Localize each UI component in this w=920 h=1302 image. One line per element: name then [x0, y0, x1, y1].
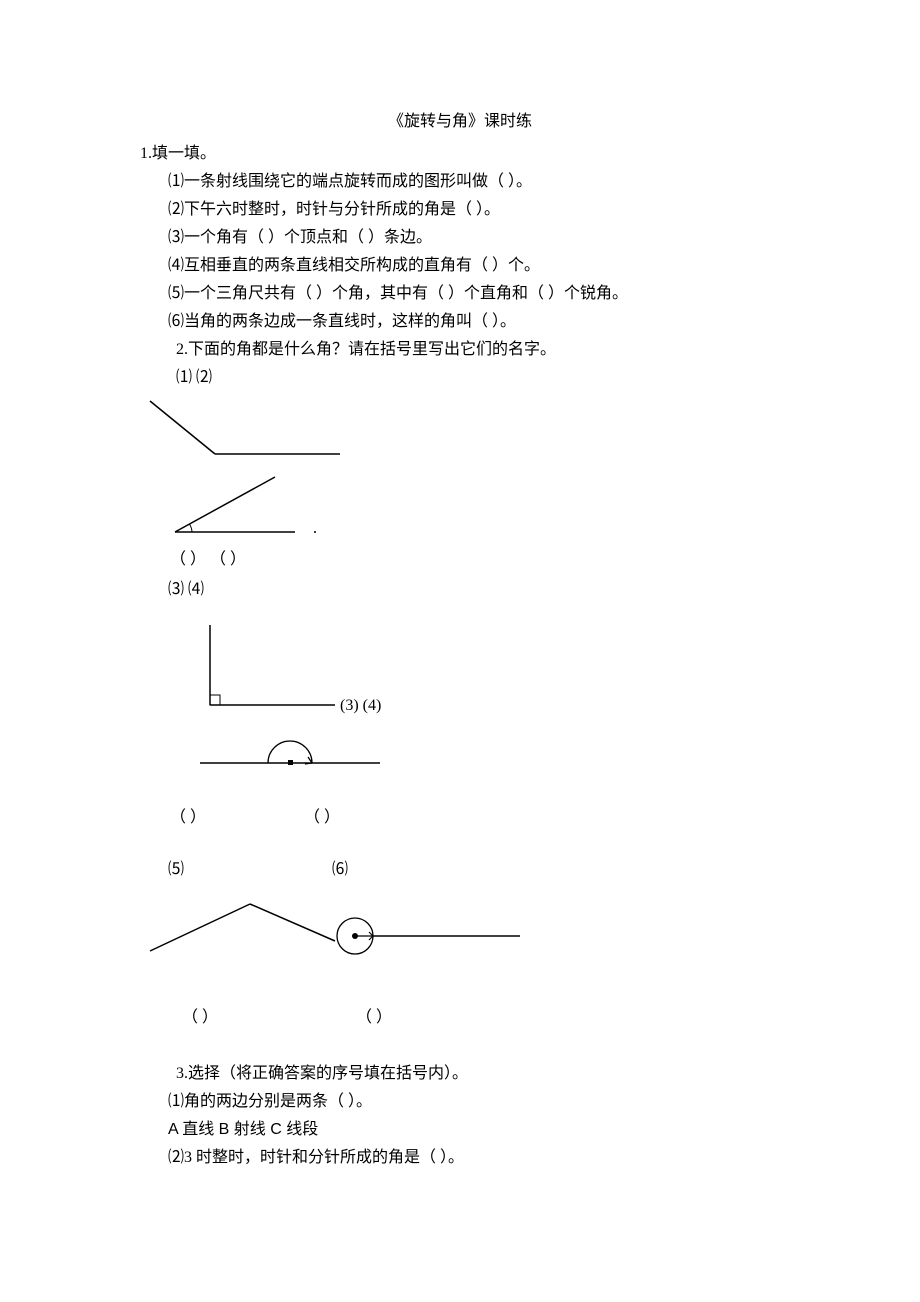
q2-label-5: ⑸	[168, 861, 184, 878]
q2-heading: 2.下面的角都是什么角？请在括号里写出它们的名字。	[140, 338, 780, 362]
q2-diagram-56	[140, 896, 780, 966]
q2-row12-blanks: （ ） （ ）	[140, 548, 780, 572]
q3-heading: 3.选择（将正确答案的序号填在括号内）。	[140, 1062, 780, 1086]
q2-blank-4: （ ）	[304, 806, 340, 830]
q1-item-5: ⑸一个三角尺共有（ ）个角，其中有（ ）个直角和（ ）个锐角。	[140, 282, 780, 306]
worksheet-title: 《旋转与角》课时练	[140, 110, 780, 134]
q2-blank-3: （ ）	[170, 806, 206, 830]
q2-diagram-1	[140, 396, 780, 466]
q1-heading: 1.填一填。	[140, 142, 780, 166]
q2-row56-label: ⑸ ⑹	[140, 858, 780, 882]
q1-item-4: ⑷互相垂直的两条直线相交所构成的直角有（ ）个。	[140, 254, 780, 278]
q2-row34-blanks: （ ） （ ）	[140, 806, 780, 830]
q2-blank-6: （ ）	[356, 1006, 392, 1030]
q2-diagram-2	[140, 472, 780, 542]
svg-text:(3) (4): (3) (4)	[340, 697, 381, 714]
q2-row34-label: ⑶ ⑷	[140, 578, 780, 602]
q2-blank-5: （ ）	[182, 1006, 218, 1030]
q1-item-3: ⑶一个角有（ ）个顶点和（ ）条边。	[140, 226, 780, 250]
q1-item-6: ⑹当角的两条边成一条直线时，这样的角叫（ ）。	[140, 310, 780, 334]
q3-item-1: ⑴角的两边分别是两条（ ）。	[140, 1090, 780, 1114]
q1-item-1: ⑴一条射线围绕它的端点旋转而成的图形叫做（ ）。	[140, 170, 780, 194]
q1-item-2: ⑵下午六时整时，时针与分针所成的角是（ ）。	[140, 198, 780, 222]
q2-row12-label: ⑴ ⑵	[140, 366, 780, 390]
q2-diagram-3: (3) (4)	[140, 620, 780, 720]
q3-options-1: A 直线 B 射线 C 线段	[140, 1118, 780, 1142]
q2-diagram-4	[140, 728, 780, 778]
q3-item-2: ⑵3 时整时，时针和分针所成的角是（ ）。	[140, 1146, 780, 1170]
q2-row56-blanks: （ ） （ ）	[140, 1006, 780, 1030]
q2-label-6: ⑹	[332, 861, 348, 878]
